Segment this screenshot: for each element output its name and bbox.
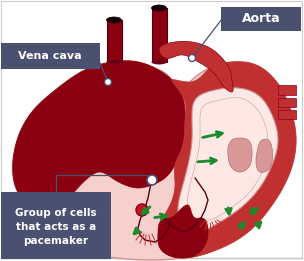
Circle shape [136,204,148,216]
Polygon shape [152,8,167,62]
FancyBboxPatch shape [278,85,296,95]
Polygon shape [228,138,252,172]
Ellipse shape [106,17,122,23]
Polygon shape [256,139,273,172]
Text: Vena cava: Vena cava [18,51,82,61]
Text: Group of cells
that acts as a
pacemaker: Group of cells that acts as a pacemaker [15,208,97,246]
Polygon shape [178,88,278,232]
Circle shape [147,175,157,185]
Polygon shape [158,62,296,258]
Polygon shape [107,20,122,62]
FancyBboxPatch shape [1,43,100,69]
Ellipse shape [106,60,122,64]
Circle shape [105,79,112,86]
FancyBboxPatch shape [1,192,111,259]
FancyBboxPatch shape [221,7,301,31]
Text: Aorta: Aorta [242,13,280,26]
FancyBboxPatch shape [278,110,296,119]
FancyBboxPatch shape [278,98,296,107]
Polygon shape [188,98,268,220]
Ellipse shape [151,5,167,11]
Polygon shape [158,205,208,258]
Polygon shape [12,61,296,260]
Polygon shape [159,41,233,92]
Polygon shape [13,61,185,252]
Ellipse shape [151,60,167,64]
Circle shape [188,55,195,62]
